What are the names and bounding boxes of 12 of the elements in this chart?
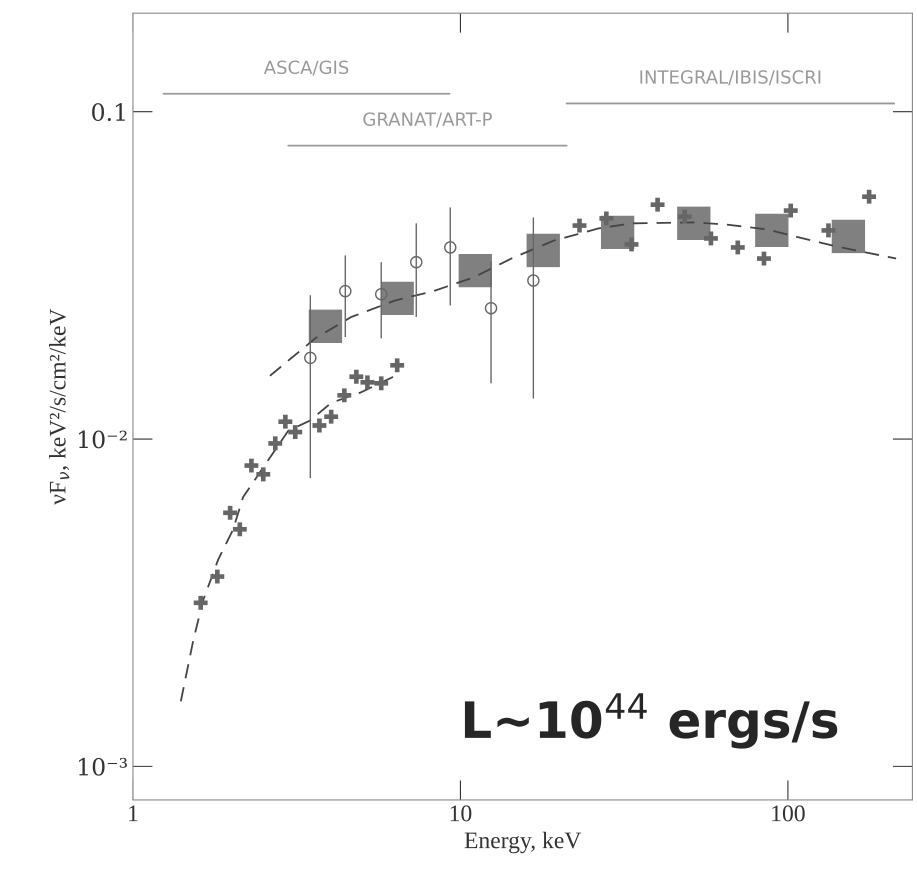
x-tick-label: 100 <box>772 805 805 822</box>
annotation: L~10$^{44}$ ergs/s <box>464 693 838 749</box>
series-label: INTEGRAL/IBIS/ISCRI <box>640 70 820 86</box>
y-tick-label: 0.1 <box>92 103 125 122</box>
x-axis-title: Energy, keV <box>464 832 582 854</box>
y-tick-label: 10⁻² <box>79 430 127 448</box>
y-tick-label: 10⁻³ <box>79 758 127 776</box>
x-tick-label: 10 <box>450 805 472 822</box>
x-tick-label: 1 <box>129 806 138 822</box>
series-label: GRANAT/ART-P <box>363 112 492 128</box>
y-axis-title: νF$_{ν}$, keV²/s/cm²/keV <box>49 308 70 505</box>
series-label: ASCA/GIS <box>264 60 348 76</box>
